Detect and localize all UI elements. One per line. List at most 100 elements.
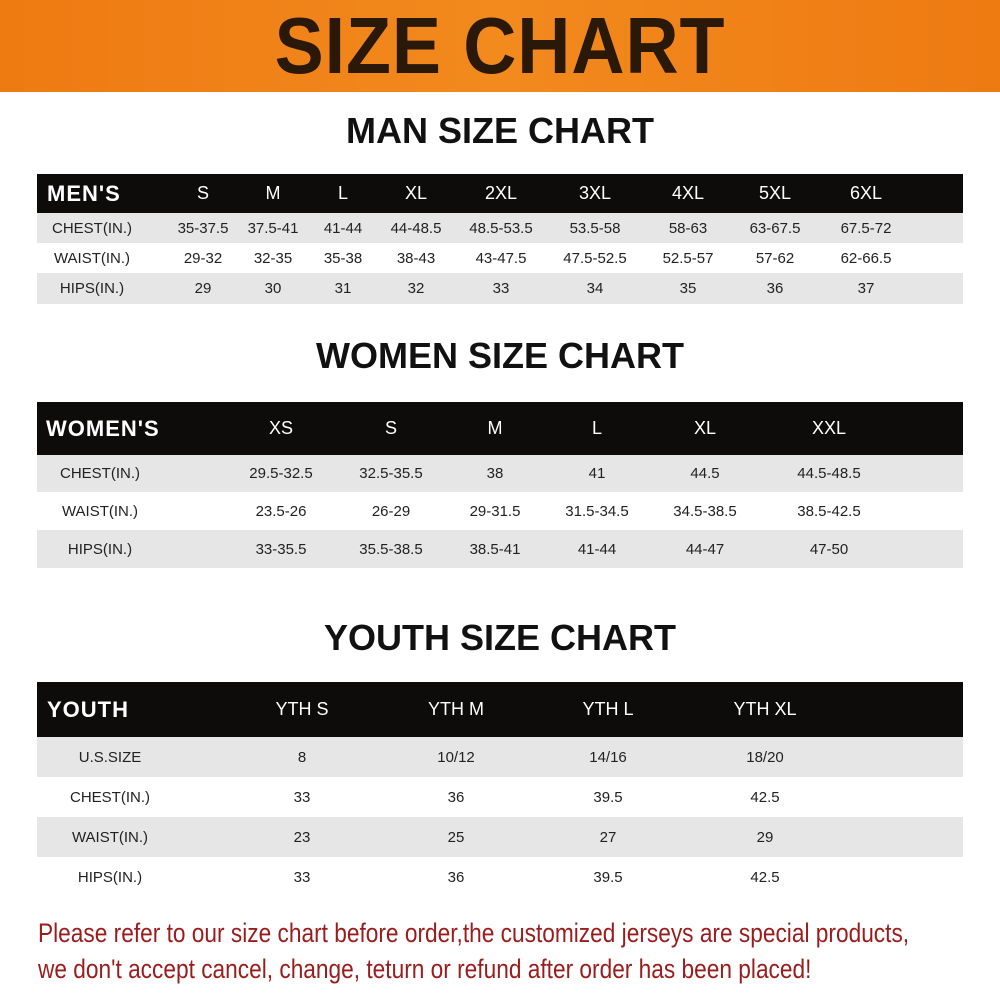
table-row: U.S.SIZE 8 10/12 14/16 18/20 bbox=[37, 737, 963, 777]
measurement-value: 47.5-52.5 bbox=[563, 249, 627, 267]
measurement-value: 33 bbox=[293, 868, 311, 886]
measurement-value: 29 bbox=[756, 828, 774, 846]
measurement-value: 25 bbox=[447, 828, 465, 846]
table-row: HIPS(IN.) 33-35.5 35.5-38.5 38.5-41 41-44 44-… bbox=[37, 530, 963, 568]
size-column-header: YTH L bbox=[582, 699, 634, 719]
measurement-label: CHEST(IN.) bbox=[60, 465, 140, 482]
measurement-value: 67.5-72 bbox=[840, 219, 892, 237]
measurement-value: 38-43 bbox=[396, 249, 436, 267]
measurement-value: 29.5-32.5 bbox=[249, 465, 313, 482]
measurement-value: 33 bbox=[293, 788, 311, 806]
measurement-value: 14/16 bbox=[589, 748, 627, 766]
measurement-value: 42.5 bbox=[750, 868, 780, 886]
measurement-value: 44-48.5 bbox=[390, 219, 442, 237]
youth-size-table: YOUTH YTH S YTH M YTH L YTH XL U.S.SIZE 8 10/12… bbox=[37, 682, 963, 897]
youth-section-title: YOUTH SIZE CHART bbox=[323, 617, 676, 658]
measurement-value: 35 bbox=[679, 280, 697, 297]
measurement-value: 48.5-53.5 bbox=[469, 219, 533, 237]
measurement-value: 36 bbox=[447, 868, 465, 886]
measurement-value: 18/20 bbox=[746, 748, 784, 766]
table-row: CHEST(IN.) 29.5-32.5 32.5-35.5 38 41 44.5 44.5… bbox=[37, 455, 963, 492]
size-column-header: L bbox=[337, 183, 349, 203]
size-column-header: S bbox=[196, 183, 210, 203]
table-group-label: MEN'S bbox=[47, 180, 121, 206]
measurement-value: 31.5-34.5 bbox=[565, 502, 629, 520]
measurement-value: 32.5-35.5 bbox=[359, 465, 423, 482]
measurement-value: 32-35 bbox=[253, 249, 293, 267]
women-section-title: WOMEN SIZE CHART bbox=[316, 335, 684, 376]
disclaimer-line-2: we don't accept cancel, change, teturn o… bbox=[38, 954, 812, 984]
measurement-value: 32 bbox=[407, 280, 425, 297]
measurement-value: 47-50 bbox=[809, 540, 849, 558]
table-header-row: MEN'S S M L XL 2XL 3XL 4XL 5XL 6XL bbox=[37, 174, 963, 213]
measurement-value: 44-47 bbox=[685, 540, 725, 558]
measurement-value: 43-47.5 bbox=[475, 249, 527, 267]
measurement-label: CHEST(IN.) bbox=[70, 788, 150, 806]
measurement-value: 36 bbox=[447, 788, 465, 806]
measurement-value: 35.5-38.5 bbox=[359, 540, 423, 558]
measurement-value: 39.5 bbox=[593, 868, 623, 886]
size-column-header: YTH S bbox=[275, 699, 329, 719]
measurement-value: 26-29 bbox=[371, 502, 411, 520]
measurement-value: 42.5 bbox=[750, 788, 780, 806]
table-header-row: YOUTH YTH S YTH M YTH L YTH XL bbox=[37, 682, 963, 737]
women-size-table: WOMEN'S XS S M L XL XXL CHEST(IN.) 29.5-32.5 32.5… bbox=[37, 402, 963, 568]
measurement-value: 29 bbox=[194, 280, 212, 297]
measurement-value: 36 bbox=[766, 280, 784, 297]
measurement-label: HIPS(IN.) bbox=[67, 540, 133, 558]
measurement-value: 52.5-57 bbox=[662, 249, 714, 267]
size-column-header: M bbox=[265, 183, 281, 203]
table-group-label: YOUTH bbox=[47, 696, 129, 722]
size-column-header: L bbox=[591, 418, 603, 438]
measurement-value: 38.5-42.5 bbox=[797, 502, 861, 520]
measurement-value: 29-32 bbox=[183, 249, 223, 267]
measurement-value: 41-44 bbox=[577, 540, 617, 558]
size-column-header: 6XL bbox=[849, 183, 883, 203]
table-row: WAIST(IN.) 23.5-26 26-29 29-31.5 31.5-34.5 34… bbox=[37, 492, 963, 530]
table-row: HIPS(IN.) 29 30 31 32 33 34 35 36 37 bbox=[37, 273, 963, 304]
measurement-label: WAIST(IN.) bbox=[53, 249, 131, 267]
size-column-header: S bbox=[384, 418, 398, 438]
disclaimer-line-1: Please refer to our size chart before or… bbox=[38, 918, 910, 948]
measurement-value: 33 bbox=[492, 280, 510, 297]
measurement-value: 38 bbox=[486, 465, 504, 482]
measurement-value: 41-44 bbox=[323, 219, 363, 237]
measurement-value: 39.5 bbox=[593, 788, 623, 806]
page-title: SIZE CHART bbox=[274, 1, 726, 90]
measurement-value: 23.5-26 bbox=[255, 502, 307, 520]
measurement-value: 33-35.5 bbox=[255, 540, 307, 558]
measurement-value: 34.5-38.5 bbox=[673, 502, 737, 520]
size-column-header: 4XL bbox=[671, 183, 705, 203]
measurement-value: 37.5-41 bbox=[247, 219, 299, 237]
size-column-header: 5XL bbox=[758, 183, 792, 203]
measurement-label: CHEST(IN.) bbox=[52, 219, 132, 237]
table-row: WAIST(IN.) 29-32 32-35 35-38 38-43 43-47.5 47.… bbox=[37, 243, 963, 273]
measurement-value: 27 bbox=[599, 828, 617, 846]
table-group-label: WOMEN'S bbox=[46, 415, 160, 441]
measurement-value: 30 bbox=[264, 280, 282, 297]
measurement-value: 58-63 bbox=[668, 219, 708, 237]
size-column-header: 2XL bbox=[484, 183, 518, 203]
table-row: CHEST(IN.) 33 36 39.5 42.5 bbox=[37, 777, 963, 817]
measurement-label: HIPS(IN.) bbox=[77, 868, 143, 886]
table-row: CHEST(IN.) 35-37.5 37.5-41 41-44 44-48.5 48.5… bbox=[37, 213, 963, 243]
size-column-header: XL bbox=[693, 418, 717, 438]
measurement-label: U.S.SIZE bbox=[78, 748, 142, 766]
measurement-value: 44.5-48.5 bbox=[797, 465, 861, 482]
table-row: WAIST(IN.) 23 25 27 29 bbox=[37, 817, 963, 857]
measurement-value: 63-67.5 bbox=[749, 219, 801, 237]
size-column-header: XL bbox=[404, 183, 428, 203]
table-header-row: WOMEN'S XS S M L XL XXL bbox=[37, 402, 963, 455]
table-row: HIPS(IN.) 33 36 39.5 42.5 bbox=[37, 857, 963, 897]
size-column-header: XS bbox=[268, 418, 294, 438]
measurement-value: 35-38 bbox=[323, 249, 363, 267]
size-column-header: M bbox=[487, 418, 503, 438]
size-column-header: 3XL bbox=[578, 183, 612, 203]
measurement-value: 62-66.5 bbox=[840, 249, 892, 267]
title-banner: SIZE CHART bbox=[0, 0, 1000, 92]
measurement-value: 53.5-58 bbox=[569, 219, 621, 237]
measurement-value: 31 bbox=[334, 280, 352, 297]
measurement-value: 8 bbox=[297, 748, 307, 766]
men-section-title: MAN SIZE CHART bbox=[346, 110, 654, 151]
measurement-value: 38.5-41 bbox=[469, 540, 521, 558]
